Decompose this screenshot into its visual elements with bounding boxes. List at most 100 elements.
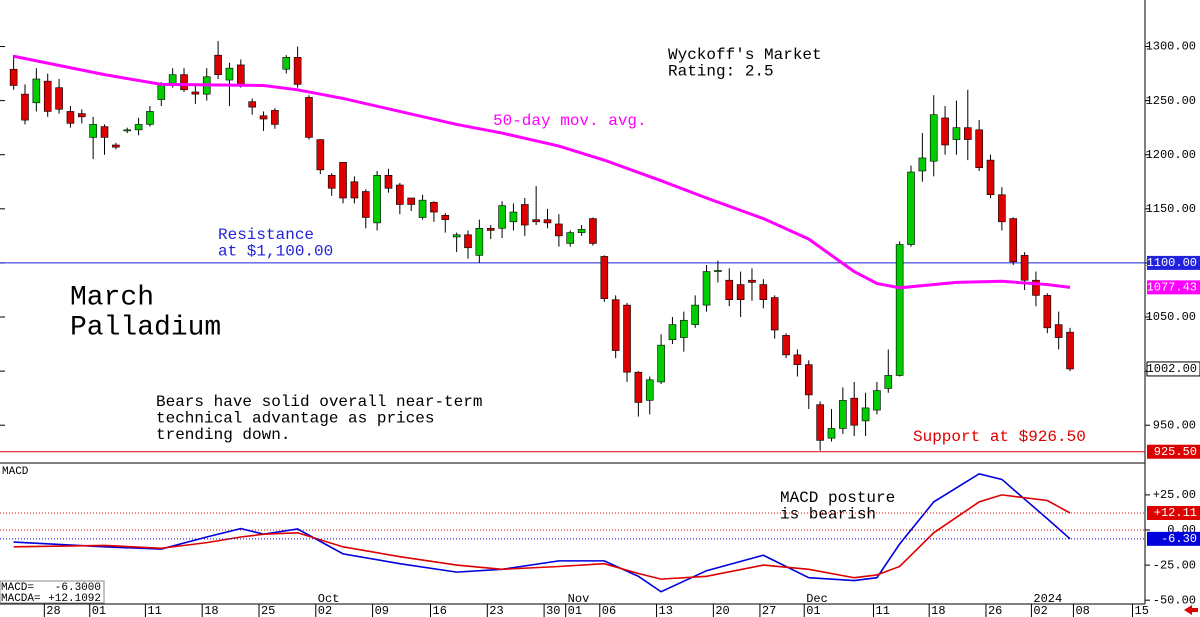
candle-body [918,157,927,172]
candle-body [21,93,29,121]
annotation: is bearish [780,506,876,524]
candle-body [43,80,52,112]
candle-body [509,211,518,223]
candle-body [384,174,393,189]
candle-body [282,57,291,70]
candle-body [748,279,756,283]
candle-body [963,127,972,140]
x-tick-label: 20 [715,604,729,617]
price-tag [1147,444,1200,459]
candle-body [623,304,631,373]
y-tick-label: -50.00 [1153,593,1196,607]
candle-body [1054,324,1063,338]
readout-name: MACDA= [1,593,41,605]
candle-body [986,159,995,196]
month-label: Dec [806,592,828,606]
candle-body [486,227,495,231]
candle-body [645,379,654,401]
candle-body [316,139,325,171]
candle-body [827,428,836,439]
candle-body [259,115,268,120]
candle-body [327,174,336,189]
x-tick-label: 25 [261,604,275,617]
candle-body [543,219,552,224]
candle-body [191,91,200,95]
candle-body [998,194,1006,223]
candle-body [1043,295,1052,329]
candle-body [680,319,688,338]
y-tick-label: 1200.00 [1146,148,1196,162]
x-tick-label: 08 [1075,604,1089,617]
candle-body [100,126,109,138]
annotation: MACD posture [780,489,895,507]
candle-body [589,218,597,244]
y-tick-label: +25.00 [1153,488,1196,502]
x-tick-label: 01 [806,604,820,617]
candle-body [112,144,120,148]
candle-body [1066,331,1074,370]
candle-body [657,344,665,383]
x-tick-label: 11 [147,604,161,617]
candle-body [691,304,699,325]
price-tag [1146,361,1200,377]
month-label: 2024 [1033,592,1062,606]
candle-body [600,256,609,299]
candle-body [157,84,166,100]
candle-body [430,202,438,213]
annotation: Wyckoff's Market [668,46,822,64]
annotation: technical advantage as prices [156,410,434,428]
x-tick-label: 23 [489,604,503,617]
candle-body [611,299,620,351]
x-tick-label: 06 [602,604,616,617]
annotation: Resistance [218,226,314,244]
price-tag-label: +12.11 [1154,506,1197,520]
candle-body [952,127,961,140]
readout-value: -6.3000 [55,582,101,594]
candle-body [339,161,347,199]
candle-body [1020,255,1029,281]
candle-body [407,197,416,205]
y-tick-label: 1050.00 [1146,310,1196,324]
candle-body [89,124,97,138]
x-tick-label: 02 [318,604,332,617]
candle-body [248,101,256,108]
price-tag-label: 1002.00 [1147,362,1197,376]
candle-body [555,223,563,237]
y-tick-label: -25.00 [1153,558,1196,572]
annotation: Support at $926.50 [913,428,1086,446]
moving-average [13,54,1071,290]
scroll-arrow[interactable] [1184,605,1198,615]
candle-body [850,397,859,426]
candle-body [714,270,722,272]
x-tick-label: 30 [546,604,560,617]
y-tick-label: 950.00 [1153,418,1196,432]
candle-body [759,284,768,301]
readout-value: +12.1092 [48,593,101,605]
candle-body [1032,279,1040,296]
candle-body [418,199,427,218]
candle-body [441,215,450,220]
candle-body [884,375,893,389]
candle-body [736,284,745,301]
candle-body [271,110,279,125]
annotation: trending down. [156,426,290,444]
candle-body [1009,218,1018,263]
candle-body [839,400,847,429]
readout-name: MACD= [1,582,34,594]
x-tick-label: 11 [876,604,890,617]
candle-body [66,111,75,124]
y-tick-label: 1250.00 [1146,94,1196,108]
candle-body [941,117,949,146]
month-label: Oct [318,592,340,606]
candle-body [702,271,711,306]
annotation: Bears have solid overall near-term [156,393,482,411]
candle-body [782,335,790,356]
month-label: Nov [568,592,590,606]
candle-body [180,74,188,91]
candle-body [532,219,540,223]
x-tick-label: 26 [988,604,1002,617]
x-tick-label: 02 [1033,604,1047,617]
chart-title: Palladium [70,312,221,343]
candle-body [123,129,132,132]
